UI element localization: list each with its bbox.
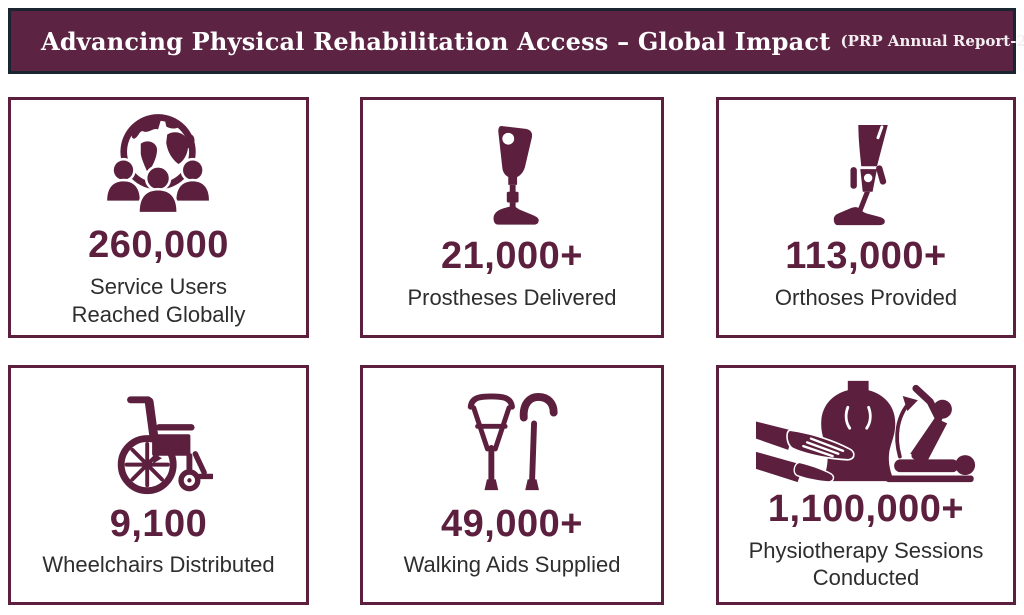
header-bar: Advancing Physical Rehabilitation Access… bbox=[8, 8, 1024, 74]
stat-label: Walking Aids Supplied bbox=[403, 552, 621, 578]
stat-label: Wheelchairs Distributed bbox=[42, 552, 275, 578]
stat-card-orthoses: 113,000+ Orthoses Provided bbox=[716, 97, 1016, 338]
stat-card-walking-aids: 49,000+ Walking Aids Supplied bbox=[360, 365, 664, 605]
wheelchair-icon bbox=[117, 395, 214, 494]
stat-label: Physiotherapy Sessions Conducted bbox=[748, 537, 984, 591]
stat-value: 260,000 bbox=[88, 224, 229, 267]
stat-value: 1,100,000+ bbox=[767, 487, 965, 530]
stat-value: 113,000+ bbox=[785, 235, 947, 278]
stat-card-wheelchairs: 9,100 Wheelchairs Distributed bbox=[8, 365, 309, 605]
stat-label: Orthoses Provided bbox=[774, 284, 958, 310]
stat-value: 9,100 bbox=[109, 502, 208, 545]
orthosis-leg-icon bbox=[833, 125, 888, 226]
stat-value: 49,000+ bbox=[441, 502, 583, 545]
physiotherapy-icon bbox=[756, 380, 976, 483]
report-badge: (PRP Annual Report-2024) bbox=[840, 32, 1024, 50]
stat-card-prostheses: 21,000+ Prostheses Delivered bbox=[360, 97, 664, 338]
globe-people-icon bbox=[105, 114, 212, 215]
page-title: Advancing Physical Rehabilitation Access… bbox=[41, 26, 831, 56]
walking-aids-icon bbox=[467, 392, 558, 490]
stat-label: Prostheses Delivered bbox=[407, 284, 617, 310]
stat-card-physiotherapy: 1,100,000+ Physiotherapy Sessions Conduc… bbox=[716, 365, 1016, 605]
prosthetic-leg-icon bbox=[493, 126, 539, 225]
stat-label: Service Users Reached Globally bbox=[71, 274, 246, 327]
stat-card-service-users: 260,000 Service Users Reached Globally bbox=[8, 97, 309, 338]
stat-value: 21,000+ bbox=[441, 235, 583, 278]
